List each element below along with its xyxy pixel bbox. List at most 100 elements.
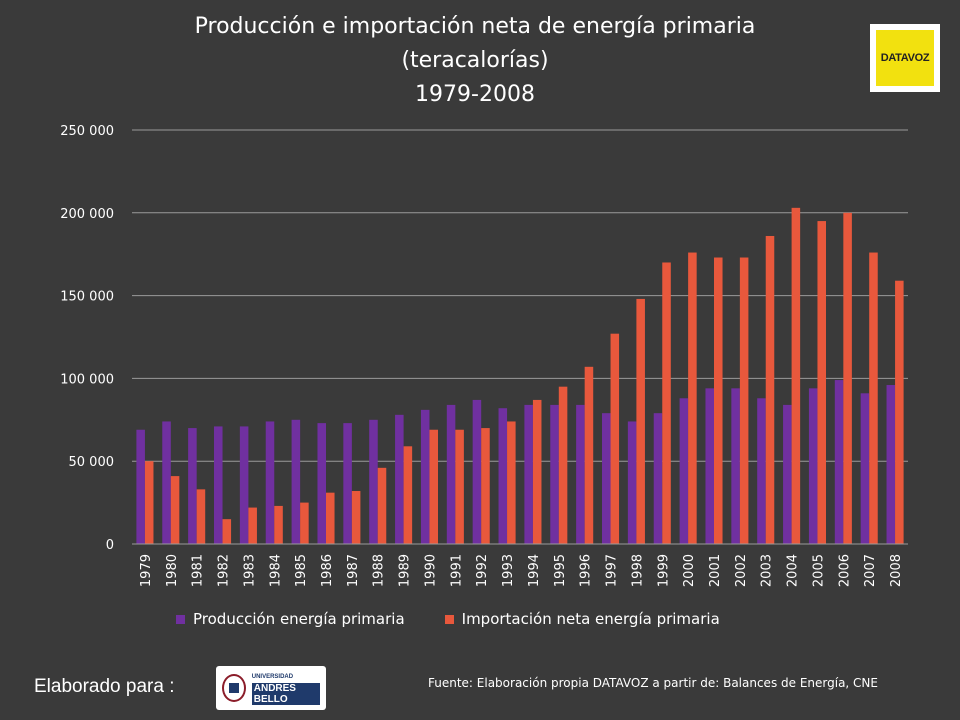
y-tick-label: 100 000 [60,372,114,387]
bar-production [860,393,870,544]
x-tick-label: 1987 [346,554,361,587]
x-tick-label: 1989 [398,554,413,587]
bar-production [420,409,430,544]
bar-production [239,426,249,544]
bar-import [688,252,697,544]
bar-production [369,419,378,544]
x-tick-label: 1980 [165,554,180,587]
bar-production [317,423,326,544]
legend-item-import: Importación neta energía primaria [444,610,720,628]
bar-production [265,421,275,544]
bar-import [144,461,154,544]
bar-import [895,280,904,544]
bar-production [188,428,197,544]
bar-import [636,298,645,544]
x-tick-label: 1994 [527,554,542,587]
y-tick-label: 0 [106,538,114,553]
x-tick-label: 2007 [863,554,878,587]
bar-import [170,476,180,544]
x-tick-label: 1992 [475,554,490,587]
bar-import [843,212,852,545]
bar-production [601,413,611,544]
bar-import [403,446,413,544]
legend-item-production: Producción energía primaria [176,610,405,628]
legend-label-import: Importación neta energía primaria [461,610,720,628]
bar-import [377,467,387,544]
bar-production [446,404,456,544]
x-tick-label: 2002 [734,554,749,587]
y-tick-label: 150 000 [60,290,114,305]
x-tick-label: 2003 [760,554,775,587]
bar-production [498,408,508,544]
bar-import [196,489,206,544]
bar-import [532,399,542,544]
x-tick-label: 1990 [423,554,438,587]
x-tick-label: 1998 [630,554,645,587]
bar-import [455,429,464,544]
y-tick-label: 200 000 [60,207,114,222]
bar-production [136,429,145,544]
unab-seal-icon [222,674,246,702]
unab-logo: UNIVERSIDAD ANDRES BELLO [216,666,326,710]
source-note: Fuente: Elaboración propia DATAVOZ a par… [428,676,878,690]
bar-import [300,502,309,544]
x-tick-label: 1984 [268,554,283,587]
legend-label-production: Producción energía primaria [193,610,405,628]
bar-production [757,398,766,544]
bar-production [472,399,482,544]
bar-production [343,423,352,544]
chart-title-line-3: 1979-2008 [415,82,535,107]
bar-import [714,257,723,544]
x-tick-label: 1996 [579,554,594,587]
x-tick-label: 1985 [294,554,309,587]
bar-import [429,429,439,544]
bar-production [731,388,740,544]
bar-import [739,257,749,544]
bar-production [576,404,585,544]
bar-import [326,492,335,544]
bar-import [507,421,516,544]
legend-swatch-production [176,614,185,624]
x-tick-label: 1982 [217,554,232,587]
bar-import [765,235,775,544]
bar-import [791,207,801,544]
made-for-label: Elaborado para : [34,676,175,697]
bar-production [162,421,171,544]
bar-import [662,262,671,544]
chart-title-line-1: Producción e importación neta de energía… [194,14,756,39]
bar-import [817,221,827,544]
x-tick-label: 1991 [449,554,464,587]
x-tick-label: 1986 [320,554,335,587]
bar-production [291,419,301,544]
bar-production [705,388,714,544]
bar-production [653,413,663,544]
datavoz-logo-text: DATAVOZ [876,30,934,86]
bar-production [834,380,844,544]
bar-import [610,333,620,544]
bar-production [783,404,792,544]
bar-import [248,507,257,544]
bar-import [351,491,361,544]
x-tick-label: 1999 [656,554,671,587]
x-tick-label: 2001 [708,554,723,587]
y-tick-label: 50 000 [69,455,115,470]
legend-swatch-import [444,614,454,624]
chart-title: Producción e importación neta de energía… [120,10,830,112]
y-tick-label: 250 000 [60,124,114,139]
x-tick-label: 1997 [605,554,620,587]
bar-production [550,404,559,544]
x-tick-label: 1993 [501,554,516,587]
x-tick-label: 2006 [837,554,852,587]
x-tick-label: 1979 [139,554,154,587]
unab-logo-text: UNIVERSIDAD ANDRES BELLO [251,672,320,705]
x-tick-label: 2000 [682,554,697,587]
bar-production [213,426,223,544]
x-tick-label: 2004 [786,554,801,587]
x-tick-label: 1983 [242,554,257,587]
bar-import [558,386,568,544]
x-tick-label: 1988 [372,554,387,587]
bar-import [222,519,232,544]
unab-logo-big: ANDRES BELLO [251,682,320,705]
x-tick-label: 2005 [811,554,826,587]
unab-logo-small: UNIVERSIDAD [251,673,294,680]
